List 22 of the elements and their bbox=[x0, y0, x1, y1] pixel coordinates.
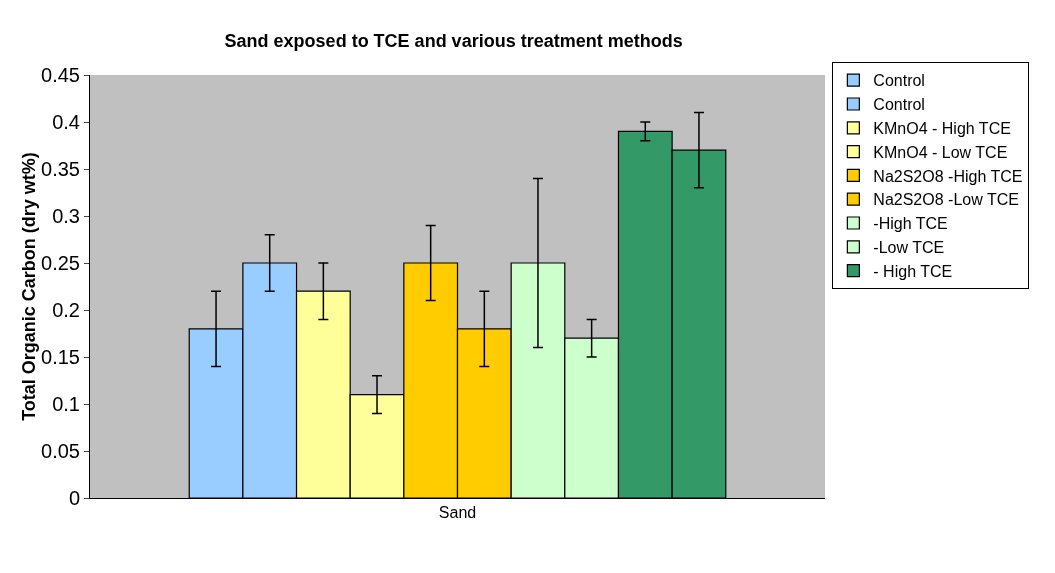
x-tick-label: Sand bbox=[438, 504, 477, 522]
y-tick-label: 0.25 bbox=[41, 252, 80, 274]
legend-label: -Low TCE bbox=[873, 239, 945, 257]
y-tick-label: 0.15 bbox=[41, 346, 80, 368]
legend-label: -High TCE bbox=[873, 215, 948, 233]
y-tick-label: 0 bbox=[68, 487, 80, 509]
chart-title: Sand exposed to TCE and various treatment methods bbox=[224, 30, 683, 51]
y-axis-title: Total Organic Carbon (dry wt%) bbox=[19, 152, 40, 421]
legend-label: - High TCE bbox=[873, 262, 953, 280]
legend-label: Na2S2O8 -High TCE bbox=[873, 167, 1023, 185]
y-tick-label: 0.4 bbox=[52, 111, 80, 133]
legend-label: Control bbox=[873, 72, 925, 90]
y-tick-label: 0.2 bbox=[52, 299, 80, 321]
legend-label: KMnO4 - Low TCE bbox=[873, 143, 1008, 161]
legend-label: Control bbox=[873, 96, 925, 114]
y-tick-label: 0.35 bbox=[41, 158, 80, 180]
y-tick-label: 0.05 bbox=[41, 440, 80, 462]
legend-label: KMnO4 - High TCE bbox=[873, 120, 1011, 138]
y-tick-label: 0.1 bbox=[52, 393, 80, 415]
legend-label: Na2S2O8 -Low TCE bbox=[873, 191, 1019, 209]
y-tick-label: 0.45 bbox=[41, 64, 80, 86]
y-tick-label: 0.3 bbox=[52, 205, 80, 227]
